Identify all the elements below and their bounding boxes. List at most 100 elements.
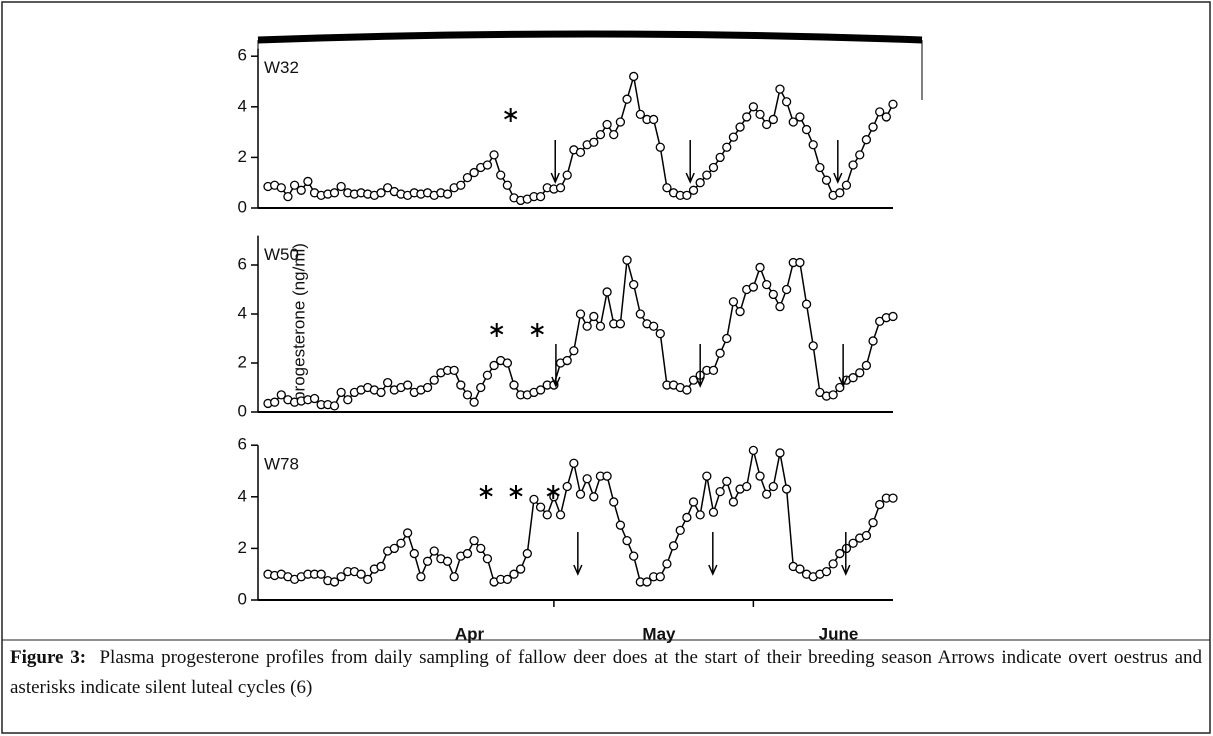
- data-point: [748, 102, 759, 112]
- data-point: [642, 577, 652, 587]
- data-point: [635, 109, 645, 120]
- data-point: [555, 183, 566, 193]
- data-point: [502, 358, 513, 368]
- asterisk: [509, 485, 523, 499]
- data-point: [462, 172, 473, 183]
- data-point: [309, 393, 320, 404]
- data-point: [416, 572, 426, 582]
- data-point: [595, 321, 606, 331]
- data-point: [728, 132, 739, 142]
- panel-label: W50: [264, 245, 299, 264]
- data-point: [728, 297, 739, 307]
- data-point: [688, 497, 699, 507]
- data-point: [755, 471, 765, 481]
- data-point: [781, 484, 792, 494]
- data-point: [629, 279, 639, 290]
- oestrus-arrow: [708, 532, 718, 576]
- caption: Figure 3: Plasma progesterone profiles f…: [10, 643, 1202, 703]
- data-point: [835, 188, 845, 198]
- data-point: [336, 572, 346, 582]
- data-point: [482, 554, 493, 564]
- data-point: [562, 355, 572, 366]
- y-tick-label: 0: [238, 401, 247, 420]
- data-point: [795, 112, 805, 122]
- data-point: [768, 114, 778, 125]
- data-point: [629, 71, 639, 82]
- data-point: [589, 311, 599, 322]
- data-point: [456, 180, 466, 190]
- asterisk: [504, 108, 518, 122]
- data-point: [682, 190, 692, 201]
- y-tick-label: 4: [238, 486, 247, 505]
- data-point: [835, 548, 845, 559]
- data-point: [748, 282, 759, 292]
- x-tick-label: Apr: [455, 624, 485, 643]
- data-point: [735, 122, 745, 132]
- data-point: [509, 569, 519, 579]
- data-point: [535, 385, 546, 395]
- data-point: [602, 119, 612, 130]
- data-point: [496, 170, 506, 180]
- data-point: [768, 289, 778, 300]
- data-point: [722, 333, 732, 344]
- data-point: [402, 528, 413, 538]
- data-point: [575, 309, 586, 319]
- data-point: [722, 476, 732, 486]
- data-point: [868, 122, 878, 132]
- data-point: [602, 287, 612, 297]
- data-point: [775, 84, 785, 94]
- data-point: [542, 510, 552, 520]
- oestrus-arrow: [573, 532, 583, 576]
- data-point: [768, 481, 778, 492]
- data-point: [575, 147, 586, 157]
- data-point: [562, 170, 572, 180]
- data-point: [861, 530, 872, 541]
- data-point: [888, 493, 898, 503]
- data-point: [648, 114, 659, 125]
- data-point: [615, 319, 626, 329]
- data-point: [449, 572, 459, 582]
- data-point: [781, 97, 792, 107]
- data-point: [868, 336, 878, 346]
- oestrus-arrow: [833, 140, 843, 184]
- data-point: [502, 180, 513, 190]
- data-point: [535, 191, 546, 202]
- data-point: [708, 365, 719, 376]
- data-point: [881, 112, 892, 122]
- data-point: [582, 321, 592, 331]
- data-point: [469, 167, 479, 178]
- data-point: [575, 489, 586, 499]
- data-point: [289, 180, 300, 190]
- data-point: [848, 160, 858, 170]
- data-point: [629, 551, 639, 561]
- data-point: [376, 561, 386, 572]
- data-point: [449, 365, 459, 376]
- data-point: [296, 185, 306, 195]
- data-point: [336, 387, 346, 398]
- data-point: [855, 368, 865, 378]
- data-point: [888, 99, 898, 109]
- data-point: [482, 160, 493, 170]
- data-point: [762, 279, 772, 290]
- data-point: [522, 548, 532, 559]
- data-point: [801, 299, 812, 309]
- oestrus-arrow: [695, 344, 705, 388]
- data-point: [735, 306, 745, 317]
- data-point: [868, 517, 878, 528]
- data-point: [615, 520, 626, 530]
- data-point: [509, 380, 519, 390]
- oestrus-arrow: [685, 140, 695, 184]
- data-point: [875, 107, 885, 117]
- series-line: [267, 259, 894, 407]
- y-tick-label: 2: [238, 147, 247, 166]
- data-point: [602, 471, 612, 481]
- data-point: [755, 262, 765, 273]
- data-point: [762, 119, 772, 130]
- data-point: [276, 183, 286, 193]
- data-point: [715, 348, 725, 358]
- y-tick-label: 4: [238, 303, 247, 322]
- data-point: [855, 150, 865, 160]
- panel-label: W32: [264, 58, 299, 77]
- y-axis-label: progesterone (ng/ml): [289, 243, 308, 401]
